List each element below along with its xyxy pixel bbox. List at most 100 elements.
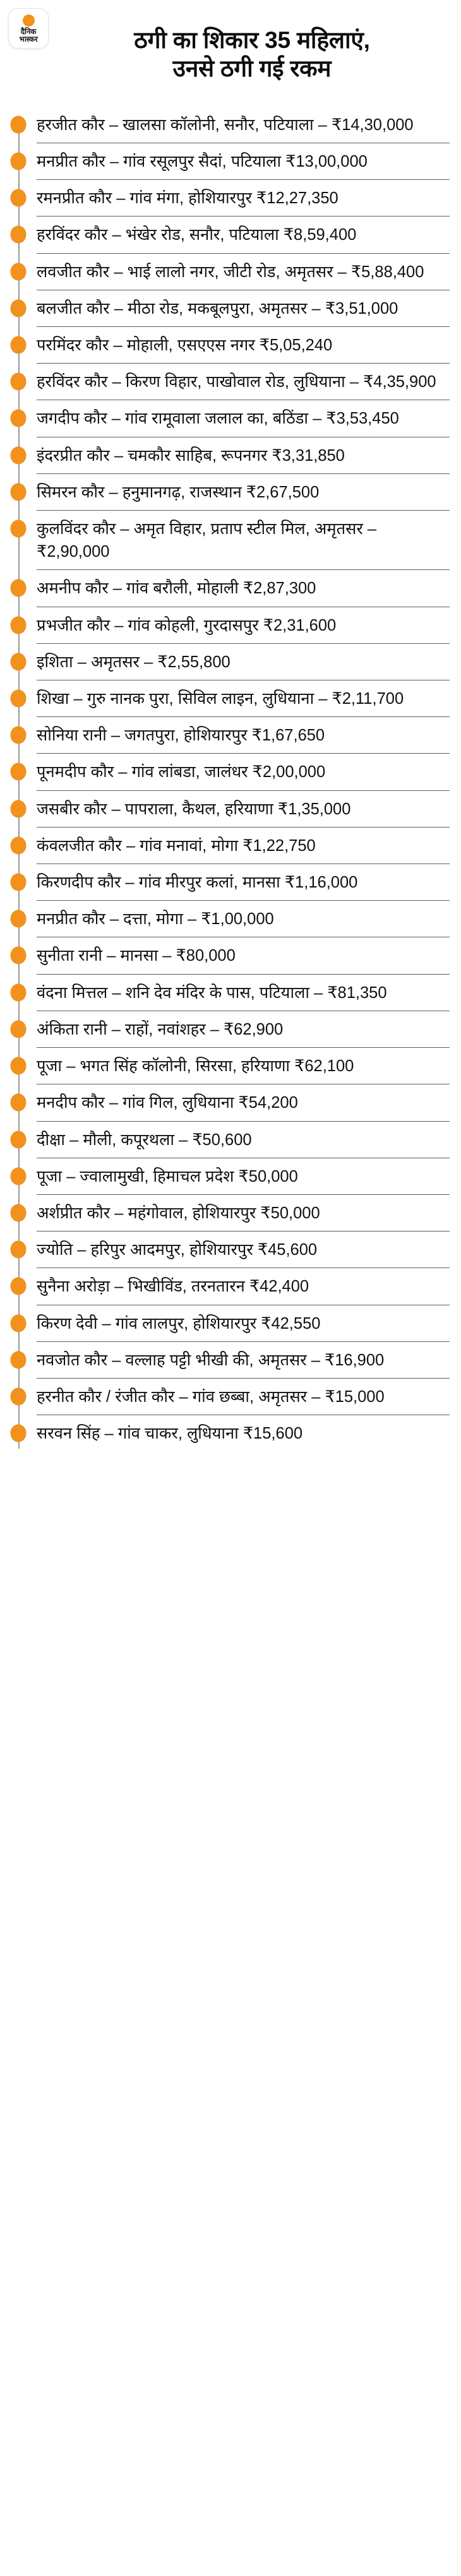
- orange-dot-icon: [11, 874, 26, 891]
- victim-detail-text: मनदीप कौर – गांव गिल, लुधियाना ₹54,200: [37, 1094, 298, 1112]
- infographic-page: दैनिक भास्कर ठगी का शिकार 35 महिलाएं, उन…: [0, 14, 461, 1466]
- bullet-wrap: [0, 222, 37, 244]
- list-item: मनप्रीत कौर – दत्ता, मोगा – ₹1,00,000: [0, 906, 450, 943]
- list-item: नवजोत कौर – वल्लाह पट्टी भीखी की, अमृतसर…: [0, 1348, 450, 1384]
- entry-separator: [37, 973, 450, 975]
- entry-separator: [37, 216, 450, 217]
- list-item: कुलविंदर कौर – अमृत विहार, प्रताप स्टील …: [0, 516, 450, 576]
- victim-detail-text: सुनीता रानी – मानसा – ₹80,000: [37, 947, 236, 965]
- orange-dot-icon: [11, 616, 26, 634]
- orange-dot-icon: [11, 263, 26, 280]
- victim-detail-text: मनप्रीत कौर – गांव रसूलपुर सैदां, पटियाल…: [37, 153, 368, 171]
- list-item-body: वंदना मित्तल – शनि देव मंदिर के पास, पटि…: [37, 980, 450, 1017]
- list-item: सुनीता रानी – मानसा – ₹80,000: [0, 943, 450, 980]
- entry-separator: [37, 252, 450, 254]
- orange-dot-icon: [11, 983, 26, 1001]
- bullet-wrap: [0, 686, 37, 708]
- victim-detail-text: अमनीप कौर – गांव बरौली, मोहाली ₹2,87,300: [37, 579, 316, 598]
- bullet-wrap: [0, 369, 37, 391]
- entry-separator: [37, 179, 450, 181]
- list-item-body: अर्शप्रीत कौर – महंगोवाल, होशियारपुर ₹50…: [37, 1201, 450, 1237]
- orange-dot-icon: [11, 189, 26, 207]
- victim-detail-text: सिमरन कौर – हनुमानगढ़, राजस्थान ₹2,67,50…: [37, 483, 320, 501]
- list-item-body: जगदीप कौर – गांव रामूवाला जलाल का, बठिंड…: [37, 406, 450, 442]
- list-item: प्रभजीत कौर – गांव कोहली, गुरदासपुर ₹2,3…: [0, 613, 450, 650]
- bullet-wrap: [0, 1201, 37, 1221]
- timeline-rail: [18, 121, 20, 1449]
- victim-detail-text: जगदीप कौर – गांव रामूवाला जलाल का, बठिंड…: [37, 410, 399, 428]
- list-item-body: कुलविंदर कौर – अमृत विहार, प्रताप स्टील …: [37, 516, 450, 576]
- bullet-wrap: [0, 759, 37, 781]
- list-item: मनदीप कौर – गांव गिल, लुधियाना ₹54,200: [0, 1090, 450, 1127]
- list-item-body: सुनीता रानी – मानसा – ₹80,000: [37, 943, 450, 980]
- bullet-wrap: [0, 870, 37, 891]
- list-item-body: मनप्रीत कौर – गांव रसूलपुर सैदां, पटियाल…: [37, 149, 450, 186]
- list-item: शिखा – गुरु नानक पुरा, सिविल लाइन, लुधिय…: [0, 686, 450, 723]
- victim-detail-text: बलजीत कौर – मीठा रोड, मकबूलपुरा, अमृतसर …: [37, 299, 398, 318]
- bullet-wrap: [0, 1237, 37, 1259]
- bullet-wrap: [0, 149, 37, 170]
- list-item-body: बलजीत कौर – मीठा रोड, मकबूलपुरा, अमृतसर …: [37, 296, 450, 333]
- bullet-wrap: [0, 1274, 37, 1295]
- list-item: अर्शप्रीत कौर – महंगोवाल, होशियारपुर ₹50…: [0, 1201, 450, 1237]
- logo-line-1: दैनिक: [20, 27, 37, 36]
- list-item-body: सोनिया रानी – जगतपुरा, होशियारपुर ₹1,67,…: [37, 723, 450, 759]
- orange-dot-icon: [11, 410, 26, 427]
- list-item: हरनीत कौर / रंजीत कौर – गांव छब्बा, अमृत…: [0, 1384, 450, 1421]
- entry-separator: [37, 510, 450, 511]
- orange-dot-icon: [11, 1351, 26, 1368]
- entry-separator: [37, 900, 450, 901]
- list-item: हरजीत कौर – खालसा कॉलोनी, सनौर, पटियाला …: [0, 112, 450, 149]
- list-item-body: शिखा – गुरु नानक पुरा, सिविल लाइन, लुधिय…: [37, 686, 450, 723]
- victim-detail-text: कुलविंदर कौर – अमृत विहार, प्रताप स्टील …: [37, 520, 377, 561]
- bullet-wrap: [0, 1164, 37, 1185]
- bullet-wrap: [0, 1090, 37, 1112]
- list-item-body: मनप्रीत कौर – दत्ता, मोगा – ₹1,00,000: [37, 906, 450, 943]
- list-item-body: कंवलजीत कौर – गांव मनावां, मोगा ₹1,22,75…: [37, 833, 450, 870]
- bullet-wrap: [0, 576, 37, 597]
- orange-dot-icon: [11, 1204, 26, 1221]
- list-item-body: सुनैना अरोड़ा – भिखीविंड, तरनतारन ₹42,40…: [37, 1274, 450, 1310]
- orange-sun-icon: [22, 14, 35, 27]
- entry-separator: [37, 1267, 450, 1269]
- orange-dot-icon: [11, 1094, 26, 1112]
- victim-detail-text: दीक्षा – मौली, कपूरथला – ₹50,600: [37, 1131, 252, 1149]
- list-item: इशिता – अमृतसर – ₹2,55,800: [0, 650, 450, 686]
- bullet-wrap: [0, 186, 37, 207]
- entry-separator: [37, 363, 450, 364]
- entry-separator: [37, 326, 450, 328]
- list-item: इंदरप्रीत कौर – चमकौर साहिब, रूपनगर ₹3,3…: [0, 443, 450, 480]
- orange-dot-icon: [11, 579, 26, 597]
- timeline-entry-list: हरजीत कौर – खालसा कॉलोनी, सनौर, पटियाला …: [0, 112, 450, 1452]
- victim-detail-text: अर्शप्रीत कौर – महंगोवाल, होशियारपुर ₹50…: [37, 1204, 320, 1222]
- orange-dot-icon: [11, 1131, 26, 1148]
- bullet-wrap: [0, 650, 37, 670]
- orange-dot-icon: [11, 1387, 26, 1405]
- list-item: पूजा – ज्वालामुखी, हिमाचल प्रदेश ₹50,000: [0, 1164, 450, 1201]
- victims-timeline: हरजीत कौर – खालसा कॉलोनी, सनौर, पटियाला …: [0, 112, 461, 1466]
- orange-dot-icon: [11, 947, 26, 965]
- list-item: अमनीप कौर – गांव बरौली, मोहाली ₹2,87,300: [0, 576, 450, 612]
- list-item-body: इशिता – अमृतसर – ₹2,55,800: [37, 650, 450, 686]
- list-item-body: सिमरन कौर – हनुमानगढ़, राजस्थान ₹2,67,50…: [37, 480, 450, 516]
- list-item-body: पूनमदीप कौर – गांव लांबडा, जालंधर ₹2,00,…: [37, 759, 450, 796]
- list-item: पूजा – भगत सिंह कॉलोनी, सिरसा, हरियाणा ₹…: [0, 1054, 450, 1090]
- victim-detail-text: नवजोत कौर – वल्लाह पट्टी भीखी की, अमृतसर…: [37, 1351, 385, 1369]
- list-item-body: ज्योति – हरिपुर आदमपुर, होशियारपुर ₹45,6…: [37, 1237, 450, 1274]
- list-item: सिमरन कौर – हनुमानगढ़, राजस्थान ₹2,67,50…: [0, 480, 450, 516]
- list-item-body: जसबीर कौर – पापराला, कैथल, हरियाणा ₹1,35…: [37, 797, 450, 833]
- victim-detail-text: किरणदीप कौर – गांव मीरपुर कलां, मानसा ₹1…: [37, 874, 358, 892]
- orange-dot-icon: [11, 690, 26, 708]
- bullet-wrap: [0, 1054, 37, 1075]
- list-item-body: दीक्षा – मौली, कपूरथला – ₹50,600: [37, 1127, 450, 1164]
- list-item: पूनमदीप कौर – गांव लांबडा, जालंधर ₹2,00,…: [0, 759, 450, 796]
- bullet-wrap: [0, 516, 37, 538]
- list-item: सोनिया रानी – जगतपुरा, होशियारपुर ₹1,67,…: [0, 723, 450, 759]
- entry-separator: [37, 569, 450, 571]
- orange-dot-icon: [11, 226, 26, 244]
- orange-dot-icon: [11, 910, 26, 928]
- list-item-body: पूजा – भगत सिंह कॉलोनी, सिरसा, हरियाणा ₹…: [37, 1054, 450, 1090]
- victim-detail-text: इंदरप्रीत कौर – चमकौर साहिब, रूपनगर ₹3,3…: [37, 446, 345, 465]
- victim-detail-text: जसबीर कौर – पापराला, कैथल, हरियाणा ₹1,35…: [37, 800, 351, 818]
- victim-detail-text: ज्योति – हरिपुर आदमपुर, होशियारपुर ₹45,6…: [37, 1241, 318, 1259]
